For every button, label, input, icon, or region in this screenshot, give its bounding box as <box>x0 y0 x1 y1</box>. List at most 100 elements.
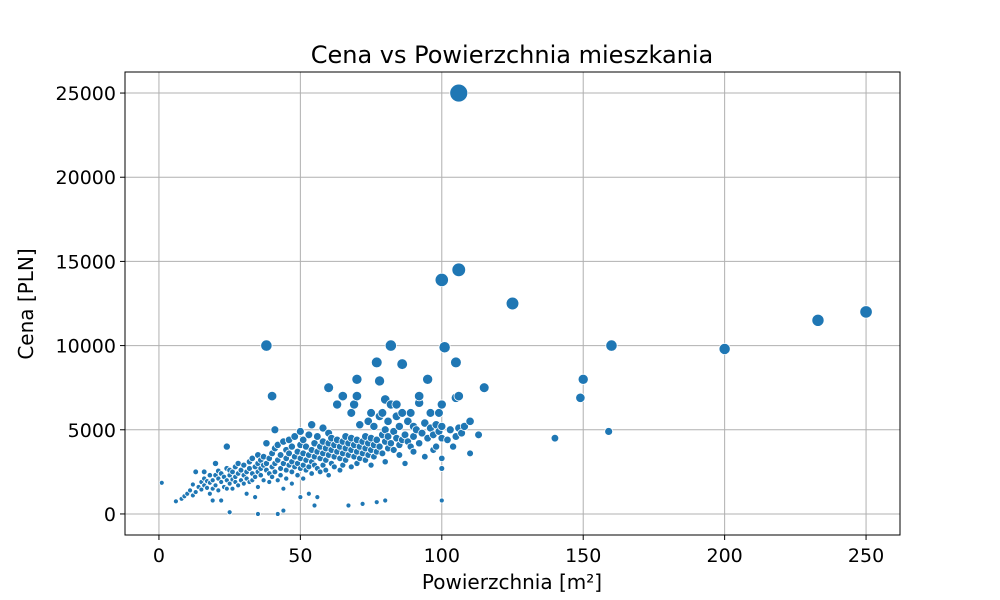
data-point <box>378 449 387 458</box>
data-point <box>811 313 825 327</box>
data-point <box>206 472 213 479</box>
y-axis-ticks: 0 5000 10000 15000 20000 25000 <box>56 83 125 526</box>
data-point <box>474 430 483 440</box>
data-point <box>223 485 230 492</box>
data-point <box>288 480 295 487</box>
y-tick-label: 25000 <box>56 83 116 105</box>
data-point <box>391 399 402 410</box>
data-point <box>200 468 208 476</box>
data-point <box>332 399 343 410</box>
data-point <box>437 421 447 431</box>
data-point <box>434 408 444 418</box>
data-point <box>299 435 308 445</box>
data-point <box>248 454 256 463</box>
data-point <box>314 494 321 501</box>
data-point <box>345 502 352 509</box>
data-point <box>255 511 261 517</box>
data-point <box>297 494 304 501</box>
data-point <box>401 459 409 467</box>
data-point <box>189 481 196 488</box>
data-point <box>252 494 259 501</box>
data-point <box>323 382 334 394</box>
data-point <box>374 375 386 387</box>
x-axis-ticks: 0 50 100 150 200 250 <box>153 535 884 567</box>
data-point <box>262 439 271 448</box>
data-point <box>389 446 398 454</box>
y-tick-label: 5000 <box>68 420 116 442</box>
data-point <box>367 461 375 469</box>
data-point <box>290 432 299 441</box>
data-point <box>192 468 199 476</box>
x-tick-label: 100 <box>424 545 460 567</box>
y-tick-label: 20000 <box>56 167 116 189</box>
data-point <box>222 442 231 451</box>
data-point <box>478 382 490 394</box>
data-point <box>240 480 247 487</box>
data-point <box>377 408 388 418</box>
data-point <box>438 341 451 354</box>
data-point <box>192 489 199 495</box>
x-tick-label: 0 <box>153 545 165 567</box>
data-point <box>372 435 381 445</box>
data-point <box>382 497 389 504</box>
data-point <box>269 473 276 480</box>
data-point <box>403 416 413 426</box>
data-point <box>449 83 469 103</box>
data-point <box>280 507 287 514</box>
data-point <box>311 502 318 509</box>
data-point <box>466 449 474 458</box>
data-point <box>434 272 449 288</box>
data-point <box>288 468 296 476</box>
data-point <box>266 479 273 485</box>
data-point <box>465 416 475 426</box>
data-point <box>366 408 376 418</box>
data-point <box>274 511 281 517</box>
data-point <box>347 463 355 471</box>
data-point <box>453 390 464 402</box>
data-point <box>369 421 379 431</box>
data-point <box>414 390 425 402</box>
data-point <box>204 484 210 491</box>
data-point <box>349 399 360 410</box>
data-point <box>158 479 165 486</box>
data-point <box>459 421 469 431</box>
data-point <box>421 452 429 461</box>
data-point <box>438 497 445 504</box>
data-point <box>415 439 424 448</box>
data-point <box>422 373 434 385</box>
data-point <box>280 485 287 492</box>
data-point <box>229 468 236 476</box>
data-point <box>450 356 462 369</box>
data-point <box>302 442 311 451</box>
data-point <box>445 425 455 435</box>
data-point <box>255 484 261 490</box>
x-tick-label: 250 <box>848 545 884 567</box>
data-point <box>240 461 248 469</box>
data-point <box>229 485 236 492</box>
data-point <box>604 427 614 436</box>
data-point <box>313 432 322 441</box>
data-point <box>381 458 389 466</box>
data-point <box>577 373 589 385</box>
data-point <box>417 428 427 438</box>
x-tick-label: 50 <box>288 545 312 567</box>
data-point <box>575 392 586 403</box>
data-point <box>336 466 344 474</box>
data-point <box>322 466 330 474</box>
data-point <box>283 475 290 482</box>
data-point <box>211 459 220 467</box>
data-point <box>318 423 328 433</box>
data-point <box>325 472 332 479</box>
data-point <box>370 356 383 369</box>
data-point <box>359 500 366 507</box>
data-point <box>304 430 314 440</box>
data-point <box>218 479 225 485</box>
data-points <box>158 83 873 517</box>
data-point <box>295 427 305 436</box>
data-point <box>215 487 222 494</box>
data-point <box>859 305 873 319</box>
data-point <box>212 482 219 489</box>
data-point <box>187 487 193 494</box>
data-point <box>277 472 284 479</box>
